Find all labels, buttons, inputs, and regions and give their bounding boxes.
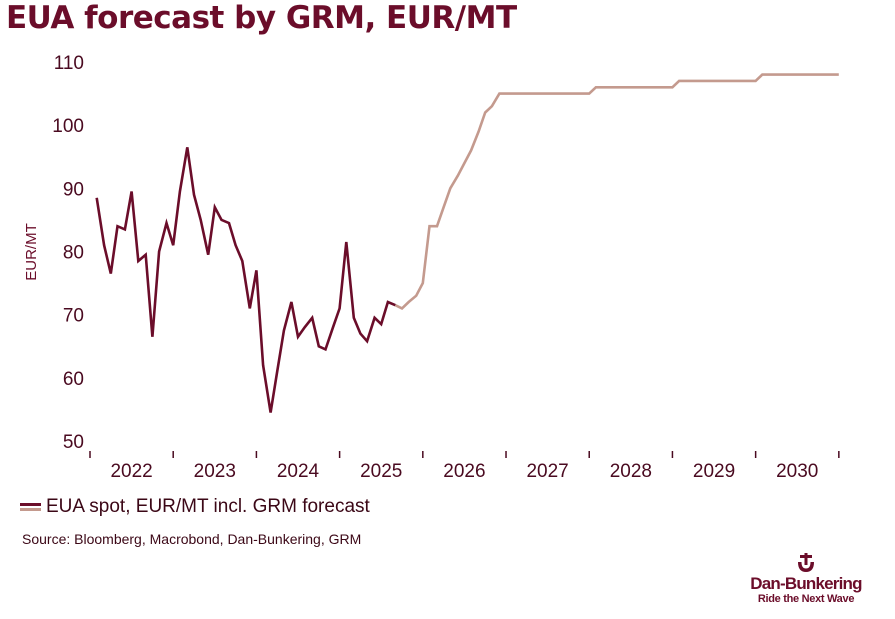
dan-bunkering-logo: Dan-Bunkering Ride the Next Wave [740, 553, 872, 611]
legend-swatch-history [20, 503, 41, 506]
series-line-forecast [394, 73, 839, 310]
y-tick-label: 60 [63, 369, 84, 390]
anchor-logo-icon [798, 553, 814, 572]
chart-title: EUA forecast by GRM, EUR/MT [6, 0, 517, 36]
legend-swatch-forecast [20, 508, 41, 511]
y-tick-label: 50 [63, 432, 84, 453]
legend-label: EUA spot, EUR/MT incl. GRM forecast [46, 496, 370, 517]
x-tick-label: 2030 [776, 461, 818, 482]
y-tick-label: 90 [63, 179, 84, 200]
y-tick-label: 110 [54, 53, 84, 74]
x-axis: 2022 2023 2024 2025 2026 2027 2028 2029 2030 [89, 451, 840, 482]
logo-tagline: Ride the Next Wave [757, 593, 855, 605]
x-tick-label: 2027 [526, 461, 568, 482]
y-axis-label: EUR/MT [23, 223, 40, 281]
x-tick-label: 2029 [693, 461, 735, 482]
x-tick-label: 2022 [110, 461, 152, 482]
y-tick-label: 100 [52, 116, 84, 137]
x-tick-label: 2024 [277, 461, 320, 482]
legend-swatch [20, 501, 41, 513]
series-layer [95, 73, 839, 413]
y-tick-label: 80 [63, 243, 84, 264]
y-tick-label: 70 [63, 306, 84, 327]
source-note: Source: Bloomberg, Macrobond, Dan-Bunker… [22, 531, 362, 547]
x-tick-label: 2028 [610, 461, 652, 482]
legend: EUA spot, EUR/MT incl. GRM forecast [20, 496, 370, 518]
x-tick-label: 2023 [194, 461, 236, 482]
x-tick-label: 2026 [443, 461, 485, 482]
logo-name: Dan-Bunkering [750, 574, 862, 593]
x-tick-label: 2025 [360, 461, 402, 482]
series-line-history [95, 147, 396, 413]
y-axis: 50 60 70 80 90 100 110 [52, 53, 84, 453]
